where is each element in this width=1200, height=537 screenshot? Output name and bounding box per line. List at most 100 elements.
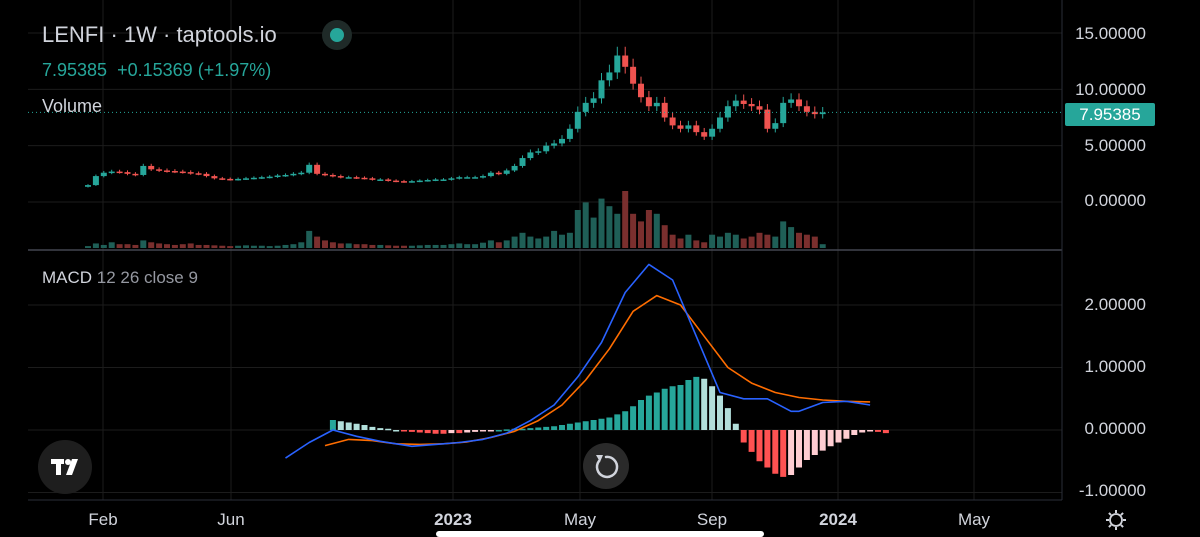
histogram-bar — [590, 420, 597, 430]
candle — [574, 111, 581, 129]
histogram-bar — [638, 400, 644, 430]
volume-bar — [298, 242, 305, 248]
candle — [756, 106, 763, 110]
candle — [803, 106, 810, 112]
volume-bar — [100, 244, 107, 248]
candle — [622, 55, 629, 67]
macd-tick-label: 0.00000 — [1084, 419, 1146, 438]
volume-bar — [266, 246, 273, 248]
histogram-bar — [803, 430, 810, 460]
candle — [740, 100, 747, 104]
volume-bar — [164, 244, 170, 248]
volume-bar — [369, 244, 376, 248]
x-tick-label: 2024 — [819, 510, 857, 529]
candle — [788, 99, 795, 103]
histogram-bar — [519, 428, 526, 431]
candle — [519, 158, 526, 166]
histogram-bar — [416, 430, 423, 433]
candle — [638, 83, 644, 98]
histogram-bar — [543, 426, 550, 430]
candle — [401, 181, 407, 183]
candle — [298, 172, 305, 175]
histogram-bar — [551, 426, 558, 430]
volume-bar — [440, 244, 447, 248]
histogram-bar — [811, 430, 818, 455]
volume-bar — [764, 234, 771, 248]
gear-body — [1109, 513, 1123, 527]
histogram-bar — [677, 385, 684, 430]
candle — [669, 117, 676, 126]
volume-bars — [85, 191, 826, 248]
histogram-bar — [345, 422, 352, 430]
histogram-bar — [472, 430, 479, 432]
volume-bar — [543, 236, 550, 248]
volume-bar — [535, 238, 542, 248]
gear-icon[interactable] — [1106, 510, 1126, 530]
status-dot-icon — [322, 20, 352, 50]
candle — [432, 179, 439, 181]
candle — [543, 145, 550, 152]
volume-bar — [448, 244, 455, 248]
candle — [717, 117, 723, 129]
volume-bar — [811, 236, 818, 248]
volume-bar — [416, 245, 423, 248]
histogram-bar — [859, 430, 866, 433]
candle — [551, 143, 558, 146]
price-tick-label: 15.00000 — [1075, 24, 1146, 43]
histogram-bar — [701, 378, 708, 430]
reset-icon[interactable] — [583, 443, 629, 489]
histogram-bar — [661, 388, 668, 430]
volume-bar — [219, 245, 226, 248]
price-tick-label: 5.00000 — [1084, 136, 1146, 155]
volume-bar — [393, 245, 400, 248]
candle — [322, 173, 328, 176]
histogram-bar — [448, 430, 455, 434]
candle — [424, 180, 431, 182]
candle — [211, 176, 218, 179]
volume-bar — [464, 244, 471, 248]
volume-bar — [701, 242, 708, 248]
volume-bar — [788, 227, 795, 248]
volume-bar — [527, 236, 534, 248]
candle — [243, 178, 249, 180]
candle — [140, 165, 147, 175]
candle — [329, 174, 336, 177]
candle — [748, 103, 755, 107]
histogram-bar — [780, 430, 787, 477]
volume-bar — [227, 246, 234, 248]
tradingview-logo-icon[interactable] — [38, 440, 92, 494]
histogram-bar — [740, 430, 747, 443]
volume-bar — [274, 245, 281, 248]
candle — [693, 125, 700, 133]
histogram-bar — [456, 430, 463, 434]
histogram-bar — [819, 430, 826, 451]
volume-bar — [337, 243, 344, 248]
volume-bar — [424, 244, 431, 248]
histogram-bar — [480, 430, 486, 432]
candle — [337, 176, 344, 178]
macd-histogram — [329, 376, 889, 477]
candle — [282, 174, 289, 177]
candle — [511, 165, 518, 171]
volume-bar — [290, 244, 297, 248]
candle — [724, 106, 731, 118]
volume-bar — [685, 234, 692, 248]
volume-bar — [472, 244, 479, 248]
histogram-bar — [329, 420, 336, 430]
home-indicator — [436, 531, 764, 537]
volume-bar — [132, 244, 139, 248]
histogram-bar — [709, 386, 716, 430]
volume-bar — [108, 242, 115, 248]
histogram-bar — [630, 406, 637, 430]
price-change-pct: (+1.97%) — [197, 60, 272, 80]
price-tag: 7.95385 — [1065, 103, 1155, 126]
histogram-bar — [408, 430, 415, 432]
volume-bar — [314, 236, 321, 248]
macd-line — [285, 263, 871, 459]
histogram-bar — [566, 423, 573, 430]
volume-bar — [282, 244, 289, 248]
volume-bar — [377, 244, 384, 248]
price-change: +0.15369 — [117, 60, 193, 80]
gear-tooth — [1120, 512, 1124, 516]
